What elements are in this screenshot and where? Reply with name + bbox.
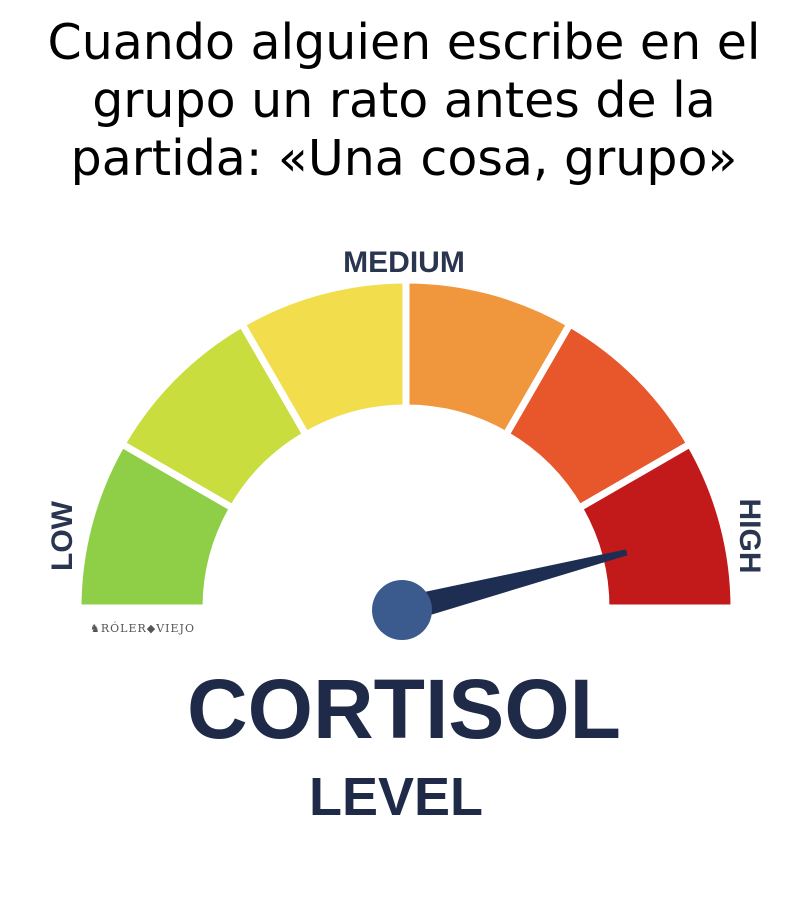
watermark-logo: ♞RÓLER◆VIEJO — [90, 622, 195, 635]
gauge-segments — [74, 276, 738, 612]
label-high: HIGH — [733, 499, 766, 574]
label-medium: MEDIUM — [343, 246, 465, 279]
gauge-segment — [574, 439, 738, 612]
gauge-needle — [398, 549, 628, 623]
caption-line: Cuando alguien escribe en el — [47, 14, 761, 71]
label-low: LOW — [46, 500, 79, 571]
caption-line: partida: «Una cosa, grupo» — [70, 130, 738, 187]
caption-line: grupo un rato antes de la — [92, 72, 716, 129]
title-cortisol: CORTISOL — [187, 662, 621, 756]
gauge-hub — [372, 580, 432, 640]
title-level: LEVEL — [309, 767, 483, 827]
meme-caption: Cuando alguien escribe en el grupo un ra… — [0, 14, 808, 188]
